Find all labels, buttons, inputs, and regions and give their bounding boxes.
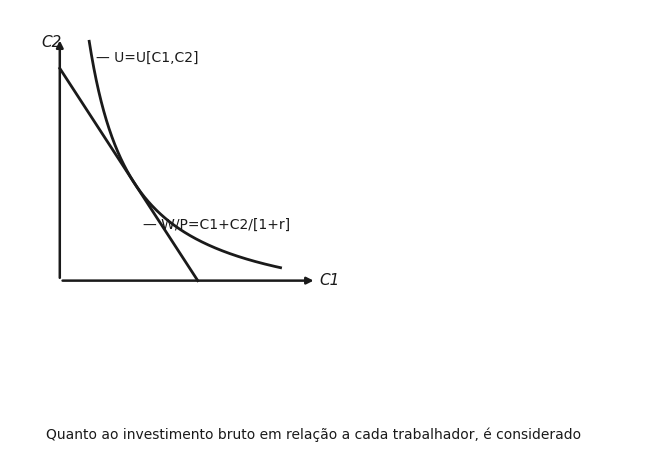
Text: C1: C1 [319,273,340,288]
Text: C2: C2 [41,35,62,50]
Text: — U=U[C1,C2]: — U=U[C1,C2] [96,51,198,65]
Text: — W/P=C1+C2/[1+r]: — W/P=C1+C2/[1+r] [143,217,290,232]
Text: Quanto ao investimento bruto em relação a cada trabalhador, é considerado: Quanto ao investimento bruto em relação … [46,427,581,442]
